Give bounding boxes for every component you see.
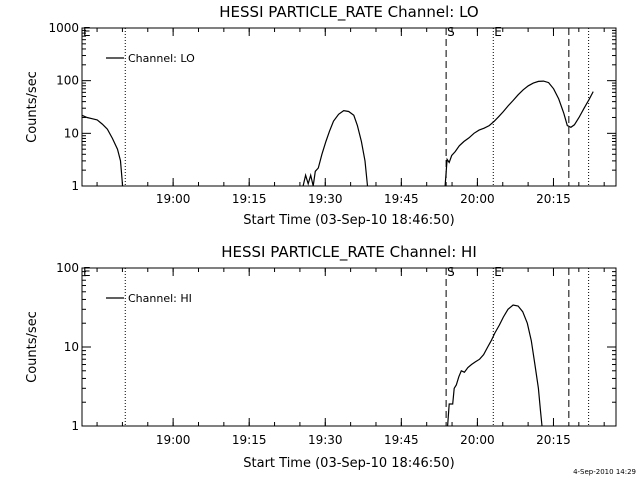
legend-label: Channel: LO	[128, 52, 195, 65]
series-line	[444, 80, 594, 187]
marker-label-e: E	[494, 25, 502, 39]
x-tick-label: 20:00	[460, 433, 495, 447]
chart-title: HESSI PARTICLE_RATE Channel: HI	[221, 243, 477, 262]
marker-label-e: E	[494, 265, 502, 279]
y-tick-label: 10	[64, 126, 79, 140]
series-line	[447, 304, 543, 427]
x-tick-label: 19:15	[232, 433, 267, 447]
marker-label-s: S	[447, 25, 455, 39]
y-tick-label: 1	[71, 179, 79, 193]
x-tick-label: 19:30	[308, 192, 343, 206]
x-axis-label: Start Time (03-Sep-10 18:46:50)	[243, 213, 454, 228]
y-tick-label: 100	[56, 74, 79, 88]
chart-title: HESSI PARTICLE_RATE Channel: LO	[219, 3, 478, 22]
x-tick-label: 20:00	[460, 192, 495, 206]
panel-lo: HESSI PARTICLE_RATE Channel: LO 19:00 19:1…	[25, 3, 617, 228]
y-tick-label: 1000	[48, 21, 79, 35]
marker-label-s: S	[447, 265, 455, 279]
x-tick-label: 19:00	[156, 192, 191, 206]
x-tick-label: 20:15	[536, 192, 571, 206]
y-tick-label: 100	[56, 261, 79, 275]
corner-mark: E	[83, 265, 91, 279]
panel-hi: HESSI PARTICLE_RATE Channel: HI 19:00 19:1…	[25, 243, 617, 471]
x-tick-label: 19:45	[384, 192, 419, 206]
x-tick-label: 19:00	[156, 433, 191, 447]
y-axis-label: Counts/sec	[25, 71, 40, 143]
y-tick-label: 10	[64, 340, 79, 354]
x-tick-label: 19:45	[384, 433, 419, 447]
y-axis-label: Counts/sec	[25, 311, 40, 383]
y-tick-label: 1	[71, 419, 79, 433]
legend-label: Channel: HI	[128, 292, 192, 305]
corner-mark: E	[83, 25, 91, 39]
x-tick-label: 19:15	[232, 192, 267, 206]
series-line	[302, 109, 369, 187]
x-tick-label: 20:15	[536, 433, 571, 447]
plot-frame	[81, 27, 617, 187]
timestamp: 4-Sep-2010 14:29	[573, 468, 636, 476]
series-line	[81, 114, 124, 187]
x-axis-label: Start Time (03-Sep-10 18:46:50)	[243, 456, 454, 471]
x-tick-label: 19:30	[308, 433, 343, 447]
